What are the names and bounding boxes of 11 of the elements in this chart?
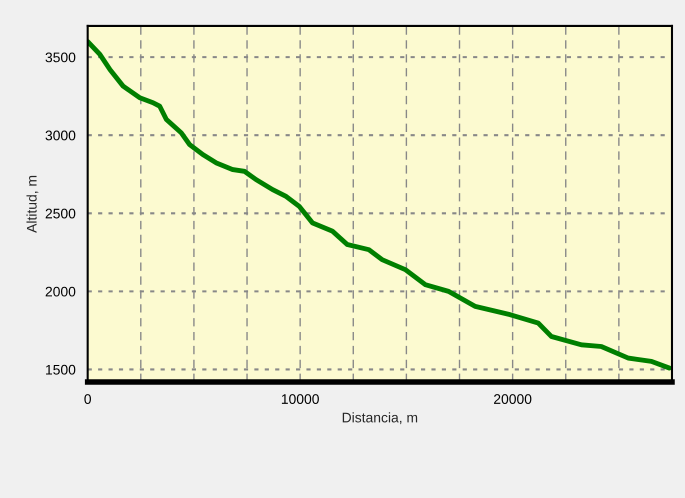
x-axis-title: Distancia, m — [342, 412, 418, 424]
y-tick-label: 3000 — [46, 130, 76, 140]
y-tick-label: 2000 — [46, 286, 76, 297]
x-tick-label: 10000 — [282, 394, 319, 404]
x-tick-label: 20000 — [494, 394, 532, 404]
x-tick-label: 0 — [84, 394, 91, 404]
y-axis-title: Altitud, m — [26, 176, 38, 233]
y-tick-label: 2500 — [46, 208, 76, 218]
line-series — [88, 39, 672, 370]
y-tick-label: 1500 — [46, 364, 76, 375]
y-tick-label: 3500 — [46, 52, 76, 62]
